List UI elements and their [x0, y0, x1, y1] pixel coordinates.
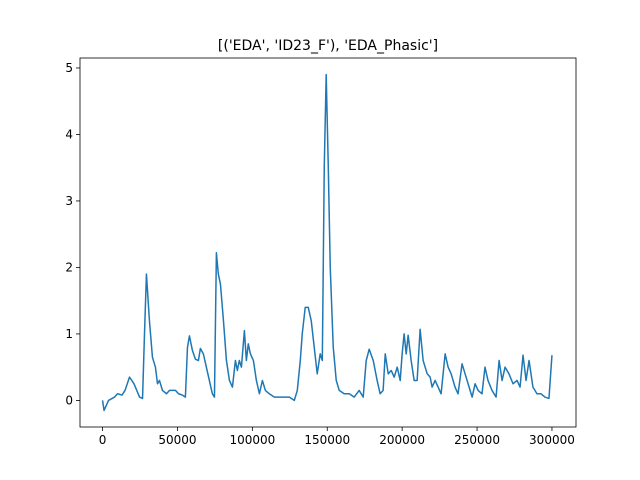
y-tick-label: 4: [65, 127, 73, 141]
x-tick-label: 0: [99, 433, 107, 447]
chart-title: [('EDA', 'ID23_F'), 'EDA_Phasic']: [218, 38, 438, 54]
x-tick-label: 50000: [158, 433, 196, 447]
y-tick-label: 2: [65, 260, 73, 274]
x-tick-label: 150000: [304, 433, 350, 447]
x-tick-label: 250000: [454, 433, 500, 447]
y-tick-label: 5: [65, 61, 73, 75]
y-tick-label: 0: [65, 393, 73, 407]
x-tick-label: 100000: [229, 433, 275, 447]
x-tick-label: 200000: [379, 433, 425, 447]
plot-frame: [79, 57, 577, 428]
x-tick-label: 300000: [529, 433, 575, 447]
data-line: [101, 73, 553, 412]
y-tick-label: 3: [65, 194, 73, 208]
y-tick-label: 1: [65, 327, 73, 341]
